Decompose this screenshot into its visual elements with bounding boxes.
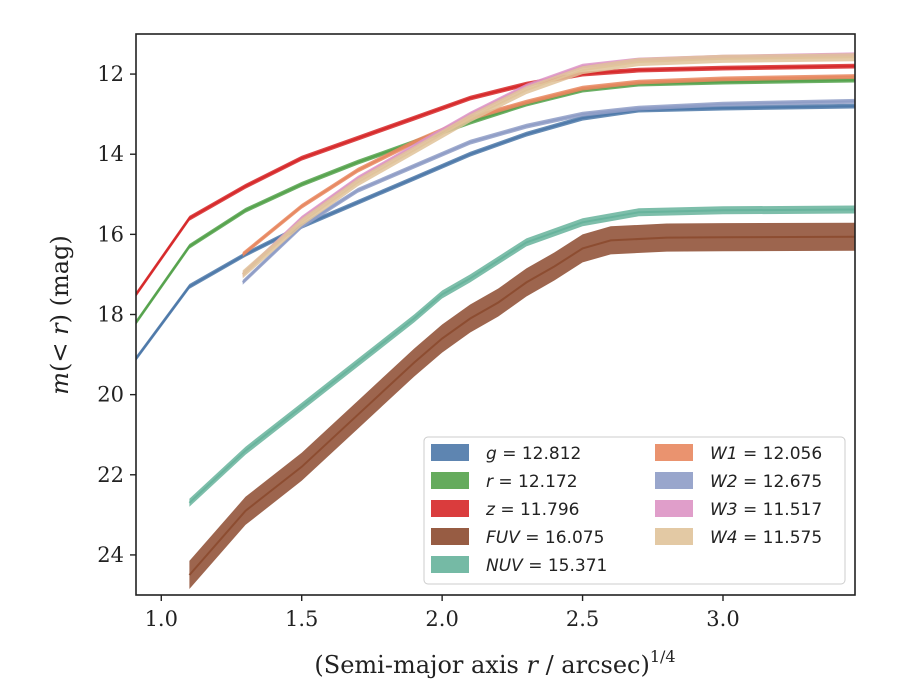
legend-swatch <box>431 500 469 517</box>
legend-label: z = 11.796 <box>485 500 579 520</box>
x-tick-label: 3.0 <box>706 607 739 631</box>
line-w4 <box>242 56 855 276</box>
x-tick-label: 1.5 <box>285 607 318 631</box>
series-w1 <box>242 74 855 257</box>
legend-swatch <box>655 444 693 461</box>
legend-item-fuv: FUV = 16.075 <box>431 528 604 548</box>
y-tick-label: 20 <box>97 383 124 407</box>
legend-label: W1 = 12.056 <box>710 444 822 464</box>
x-tick-label: 2.5 <box>566 607 599 631</box>
legend-label: FUV = 16.075 <box>486 528 604 548</box>
legend-label: NUV = 15.371 <box>486 556 607 576</box>
y-axis: 12 14 16 18 20 22 24 <box>97 62 136 567</box>
x-axis: 1.0 1.5 2.0 2.5 3.0 <box>145 595 740 631</box>
legend-label: W2 = 12.675 <box>710 472 822 492</box>
series-w2 <box>242 98 855 285</box>
legend-swatch <box>431 472 469 489</box>
legend-swatch <box>655 500 693 517</box>
legend-item-w4: W4 = 11.575 <box>655 528 822 548</box>
line-w2 <box>242 100 855 284</box>
legend-swatch <box>431 556 469 573</box>
series-fuv <box>188 222 855 589</box>
x-axis-label: (Semi-major axis r / arcsec)1/4 <box>314 647 675 679</box>
series-w4 <box>242 53 855 279</box>
legend-swatch <box>655 472 693 489</box>
legend-label: g = 12.812 <box>486 444 581 464</box>
legend-label: W4 = 11.575 <box>710 528 822 548</box>
legend-swatch <box>655 528 693 545</box>
legend-item-nuv: NUV = 15.371 <box>431 556 607 576</box>
line-w1 <box>242 75 855 256</box>
y-tick-label: 14 <box>97 142 124 166</box>
legend-item-w1: W1 = 12.056 <box>655 444 822 464</box>
y-tick-label: 22 <box>97 463 124 487</box>
legend-item-z: z = 11.796 <box>431 500 579 520</box>
legend: g = 12.812 r = 12.172 z = 11.796 FUV = 16.0… <box>423 436 846 585</box>
legend-item-r: r = 12.172 <box>431 472 578 492</box>
band-fuv <box>189 222 855 589</box>
y-tick-label: 12 <box>97 62 124 86</box>
line-z <box>136 65 855 296</box>
y-tick-label: 18 <box>97 303 124 327</box>
legend-label: W3 = 11.517 <box>710 500 822 520</box>
series-layer <box>136 52 855 589</box>
line-fuv <box>188 235 855 576</box>
series-z <box>136 63 855 297</box>
legend-box <box>423 436 846 585</box>
y-tick-label: 24 <box>97 543 124 567</box>
series-nuv <box>188 205 855 507</box>
line-r <box>136 79 855 324</box>
legend-item-w2: W2 = 12.675 <box>655 472 822 492</box>
band-w1 <box>242 74 855 257</box>
legend-label: r = 12.172 <box>486 472 578 492</box>
legend-item-g: g = 12.812 <box>431 444 581 464</box>
y-tick-label: 16 <box>97 222 124 246</box>
series-r <box>136 77 855 325</box>
x-tick-label: 1.0 <box>145 607 178 631</box>
legend-swatch <box>431 444 469 461</box>
x-tick-label: 2.0 <box>425 607 458 631</box>
legend-item-w3: W3 = 11.517 <box>655 500 822 520</box>
legend-swatch <box>431 528 469 545</box>
y-axis-label: m(< r) (mag) <box>46 235 74 395</box>
line-nuv <box>188 208 855 504</box>
